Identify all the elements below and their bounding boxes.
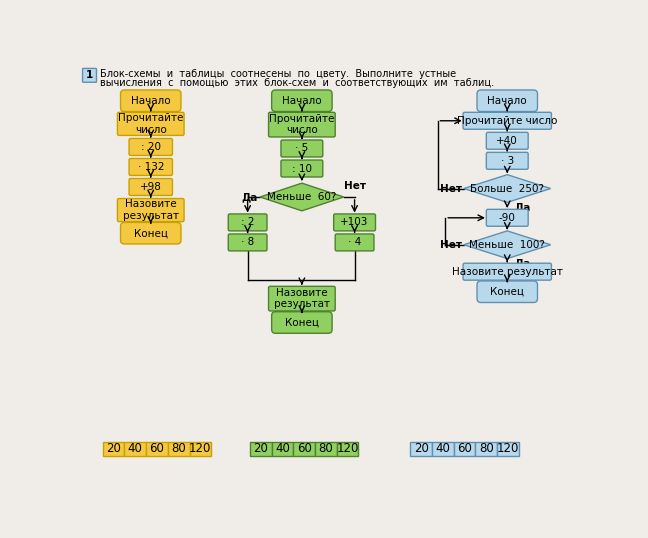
Text: 120: 120 [497,442,519,455]
Bar [337,442,358,456]
FancyBboxPatch shape [117,112,184,136]
Text: +103: +103 [340,217,369,228]
Text: · 8: · 8 [241,237,254,247]
FancyBboxPatch shape [129,159,172,175]
Bar [315,442,337,456]
Text: Назовите
результат: Назовите результат [274,288,330,309]
FancyBboxPatch shape [228,214,267,231]
FancyBboxPatch shape [487,152,528,169]
FancyBboxPatch shape [272,90,332,111]
FancyBboxPatch shape [477,281,537,302]
Bar [124,442,146,456]
Text: 40: 40 [128,442,143,455]
Polygon shape [260,183,343,211]
FancyBboxPatch shape [121,222,181,244]
Text: -90: -90 [499,213,516,223]
Text: · 4: · 4 [348,237,361,247]
Text: · 132: · 132 [137,162,164,172]
Bar [294,442,315,456]
Text: Нет: Нет [441,183,463,194]
Text: Меньше  100?: Меньше 100? [469,240,545,250]
Text: 60: 60 [297,442,312,455]
Text: Да: Да [241,192,257,202]
Bar [272,442,294,456]
Text: Начало: Начало [282,96,321,106]
Text: 40: 40 [435,442,450,455]
Text: · 3: · 3 [501,156,514,166]
Text: Прочитайте
число: Прочитайте число [269,114,334,136]
Text: Конец: Конец [133,228,168,238]
Text: Конец: Конец [285,317,319,328]
Text: 20: 20 [106,442,121,455]
Bar [168,442,189,456]
FancyBboxPatch shape [335,234,374,251]
FancyBboxPatch shape [487,132,528,149]
Text: 20: 20 [253,442,268,455]
FancyBboxPatch shape [272,312,332,333]
Text: вычисления  с  помощью  этих  блок-схем  и  соответствующих  им  таблиц.: вычисления с помощью этих блок-схем и со… [100,78,494,88]
Text: Начало: Начало [131,96,170,106]
FancyBboxPatch shape [477,90,537,111]
Polygon shape [464,175,551,202]
Text: · 5: · 5 [295,144,308,153]
Text: Начало: Начало [487,96,527,106]
FancyBboxPatch shape [129,179,172,195]
Text: : 10: : 10 [292,164,312,174]
FancyBboxPatch shape [129,138,172,155]
Text: 1: 1 [86,70,93,80]
Text: +98: +98 [140,182,162,192]
Bar [476,442,497,456]
Text: Да: Да [515,258,531,268]
Text: 80: 80 [171,442,186,455]
Text: 60: 60 [150,442,165,455]
Text: Больше  250?: Больше 250? [470,183,544,194]
Text: 80: 80 [479,442,494,455]
FancyBboxPatch shape [281,160,323,177]
Text: 40: 40 [275,442,290,455]
Text: : 20: : 20 [141,142,161,152]
Text: Назовите
результат: Назовите результат [122,199,179,221]
Bar [432,442,454,456]
Text: 20: 20 [414,442,429,455]
Text: Блок-схемы  и  таблицы  соотнесены  по  цвету.  Выполните  устные: Блок-схемы и таблицы соотнесены по цвету… [100,69,456,79]
FancyBboxPatch shape [487,209,528,226]
Text: 120: 120 [336,442,359,455]
Text: Нет: Нет [441,240,463,250]
Text: 120: 120 [189,442,211,455]
FancyBboxPatch shape [121,90,181,111]
FancyBboxPatch shape [268,112,335,137]
FancyBboxPatch shape [463,112,551,129]
Text: Конец: Конец [491,287,524,297]
Bar [146,442,168,456]
FancyBboxPatch shape [117,199,184,222]
Text: 60: 60 [457,442,472,455]
Text: Меньше  60?: Меньше 60? [267,192,336,202]
Text: Нет: Нет [343,181,365,191]
FancyBboxPatch shape [228,234,267,251]
Bar [497,442,519,456]
FancyBboxPatch shape [463,263,551,280]
Bar [250,442,272,456]
Text: 80: 80 [319,442,333,455]
Text: Да: Да [515,202,531,212]
Text: +40: +40 [496,136,518,146]
Text: Прочитайте число: Прочитайте число [457,116,557,126]
Bar [410,442,432,456]
Text: Прочитайте
число: Прочитайте число [118,113,183,134]
Bar [454,442,476,456]
Bar [189,442,211,456]
FancyBboxPatch shape [82,68,97,82]
FancyBboxPatch shape [281,140,323,157]
Bar [102,442,124,456]
FancyBboxPatch shape [334,214,375,231]
Text: : 2: : 2 [241,217,255,228]
Text: Назовите результат: Назовите результат [452,267,562,277]
FancyBboxPatch shape [268,286,335,311]
Polygon shape [464,231,551,259]
